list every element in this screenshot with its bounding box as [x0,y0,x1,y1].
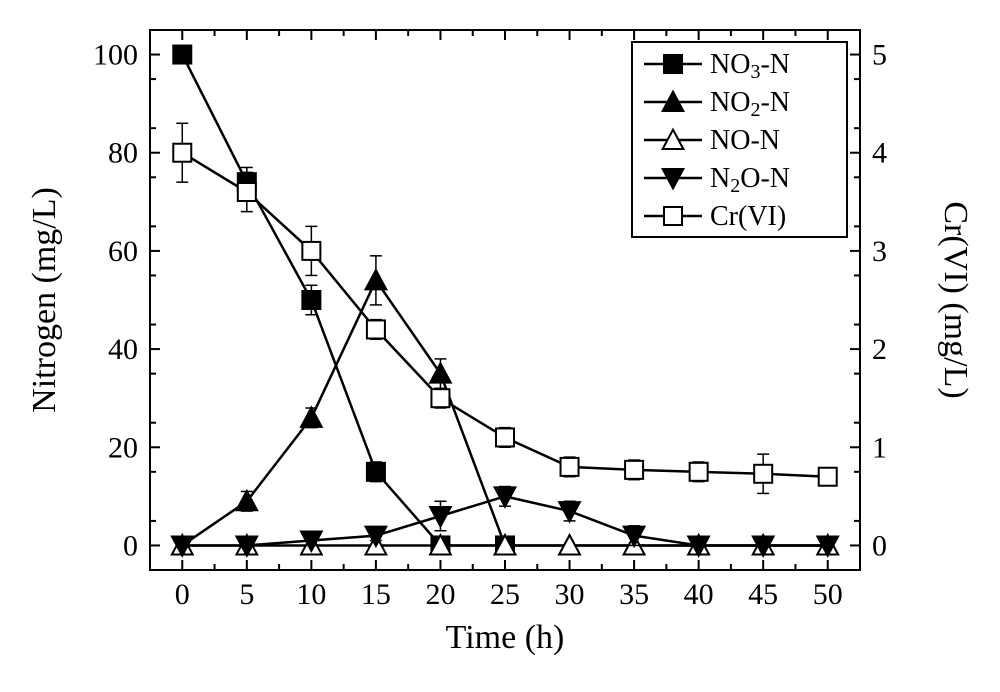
yleft-tick-label: 20 [108,431,138,464]
yleft-tick-label: 100 [93,39,138,72]
yright-tick-label: 0 [872,529,887,562]
chart-container: 05101520253035404550020406080100012345Ti… [0,0,1000,692]
yleft-tick-label: 40 [108,333,138,366]
yright-tick-label: 1 [872,431,887,464]
legend-label: NO3-N [710,49,790,83]
y-right-axis-title: Cr(VI) (mg/L) [937,201,974,398]
x-axis-title: Time (h) [446,619,565,656]
yright-tick-label: 2 [872,333,887,366]
yright-tick-label: 4 [872,137,887,170]
yleft-tick-label: 60 [108,235,138,268]
x-tick-label: 25 [490,578,520,611]
x-tick-label: 15 [361,578,391,611]
legend-label: Cr(VI) [710,201,786,232]
x-tick-label: 0 [175,578,190,611]
x-tick-label: 5 [239,578,254,611]
x-tick-label: 35 [619,578,649,611]
yright-tick-label: 3 [872,235,887,268]
x-tick-label: 10 [296,578,326,611]
x-tick-label: 45 [748,578,778,611]
yleft-tick-label: 0 [123,529,138,562]
x-tick-label: 30 [555,578,585,611]
series-NO3_N [173,46,514,555]
x-tick-label: 20 [425,578,455,611]
yright-tick-label: 5 [872,39,887,72]
legend-label: NO2-N [710,87,790,121]
series-NO2_N [172,256,838,555]
x-tick-label: 40 [684,578,714,611]
yleft-tick-label: 80 [108,137,138,170]
y-left-axis-title: Nitrogen (mg/L) [26,187,63,413]
line-chart-svg: 05101520253035404550020406080100012345Ti… [0,0,1000,692]
x-tick-label: 50 [813,578,843,611]
legend-label: NO-N [710,125,780,156]
legend-label: N2O-N [710,163,790,197]
